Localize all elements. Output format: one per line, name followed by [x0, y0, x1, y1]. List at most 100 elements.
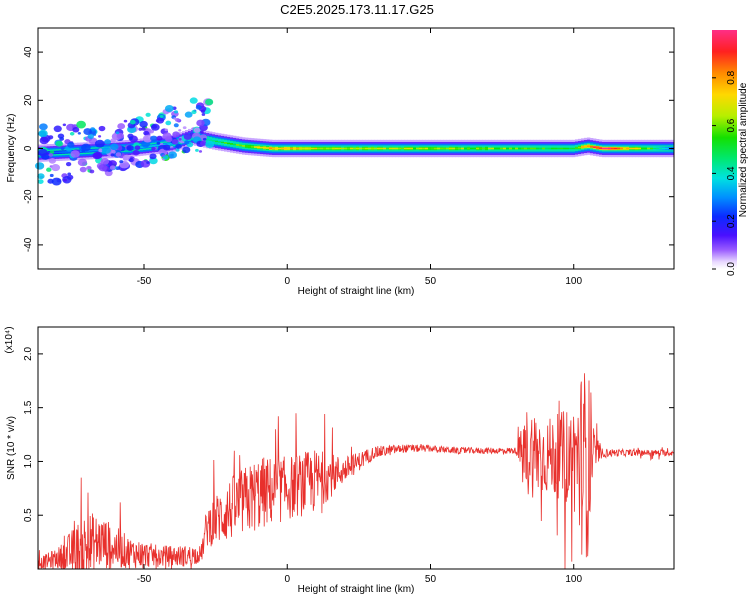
- heatmap-blob: [171, 139, 179, 145]
- heatmap-blob: [200, 140, 207, 147]
- heatmap-cell: [623, 147, 627, 150]
- heatmap-blob: [191, 110, 197, 115]
- heatmap-blob: [81, 143, 91, 152]
- heatmap-blob: [94, 139, 105, 148]
- heatmap-cell: [275, 147, 279, 150]
- heatmap-cell: [641, 147, 645, 150]
- y-tick-label: 20: [23, 94, 34, 106]
- heatmap-cell: [392, 147, 396, 150]
- heatmap-cell: [368, 147, 372, 150]
- heatmap-cell: [470, 147, 474, 150]
- heatmap-blob: [76, 120, 86, 129]
- heatmap-cell: [209, 139, 213, 142]
- heatmap-cell: [485, 147, 489, 150]
- heatmap-blob: [48, 153, 54, 157]
- heatmap-cell: [65, 151, 69, 153]
- heatmap-blob: [34, 162, 45, 170]
- heatmap-cell: [272, 147, 276, 150]
- heatmap-cell: [347, 147, 351, 150]
- snr-series-line: [37, 373, 675, 570]
- heatmap-cell: [206, 138, 210, 141]
- heatmap-cell: [326, 147, 330, 150]
- heatmap-cell: [653, 147, 657, 150]
- heatmap-cell: [149, 145, 153, 148]
- heatmap-cell: [620, 147, 624, 150]
- snr-scale-label: (x10⁴): [4, 326, 15, 353]
- heatmap-blob: [162, 144, 171, 151]
- heatmap-blob: [89, 169, 95, 174]
- heatmap-cell: [302, 147, 306, 150]
- x-tick-label: 50: [425, 574, 437, 585]
- heatmap-cell: [152, 144, 156, 147]
- snr-x-axis-label: Height of straight line (km): [298, 584, 415, 595]
- heatmap-cell: [530, 147, 534, 150]
- heatmap-cell: [242, 145, 246, 147]
- heatmap-cell: [215, 140, 219, 143]
- heatmap-cell: [239, 144, 243, 147]
- heatmap-blob: [77, 158, 88, 167]
- heatmap-cell: [389, 147, 393, 150]
- heatmap-blob: [128, 158, 134, 163]
- heatmap-cell: [371, 147, 375, 150]
- heatmap-cell: [383, 147, 387, 150]
- heatmap-cell: [386, 147, 390, 150]
- heatmap-blob: [110, 143, 119, 151]
- heatmap-cell: [572, 147, 576, 150]
- heatmap-blob: [150, 123, 160, 131]
- heatmap-blob: [199, 130, 204, 134]
- heatmap-cell: [452, 147, 456, 150]
- heatmap-blob: [156, 135, 163, 141]
- heatmap-cell: [350, 147, 354, 150]
- colorbar-gradient: [712, 30, 737, 269]
- colorbar-tick-label: 0.4: [726, 166, 737, 180]
- snr-y-axis-label: SNR (10 * v/v): [6, 416, 17, 480]
- heatmap-cell: [236, 144, 240, 146]
- heatmap-blob: [98, 125, 106, 132]
- heatmap-cell: [170, 142, 174, 145]
- heatmap-cell: [266, 147, 270, 149]
- heatmap-cell: [437, 147, 441, 150]
- heatmap-cell: [662, 147, 666, 150]
- heatmap-blob: [51, 164, 61, 172]
- heatmap-cell: [59, 151, 63, 154]
- figure-title: C2E5.2025.173.11.17.G25: [280, 2, 434, 17]
- heatmap-blob: [69, 131, 75, 136]
- heatmap-blob: [117, 123, 126, 130]
- heatmap-cell: [635, 147, 639, 150]
- heatmap-cell: [467, 147, 471, 150]
- y-tick-label: 40: [23, 46, 34, 58]
- heatmap-blob: [38, 148, 48, 157]
- heatmap-cell: [503, 147, 507, 150]
- snr-frame: [37, 326, 675, 570]
- heatmap-blob: [110, 153, 115, 157]
- heatmap-blob: [184, 111, 193, 118]
- heatmap-cell: [164, 143, 168, 146]
- heatmap-cell: [422, 147, 426, 150]
- heatmap-cell: [605, 147, 609, 150]
- heatmap-cell: [140, 146, 144, 149]
- heatmap-blob: [149, 153, 157, 160]
- heatmap-blob: [164, 105, 174, 113]
- heatmap-cell: [632, 147, 636, 150]
- heatmap-cell: [332, 147, 336, 150]
- heatmap-blob: [67, 172, 72, 176]
- x-tick-label: 50: [425, 276, 437, 287]
- heatmap-cell: [521, 147, 525, 150]
- heatmap-blob: [49, 173, 54, 178]
- heatmap-cell: [401, 147, 405, 150]
- heatmap-blob: [138, 127, 143, 131]
- heatmap-cell: [224, 142, 228, 144]
- heatmap-blob: [175, 143, 182, 149]
- heatmap-cell: [545, 147, 549, 150]
- heatmap-cell: [491, 147, 495, 150]
- heatmap-cell: [293, 147, 297, 150]
- heatmap-blob: [129, 119, 136, 125]
- heatmap-cell: [659, 147, 663, 150]
- heatmap-cell: [335, 147, 339, 150]
- x-tick-label: -50: [137, 276, 152, 287]
- heatmap-cell: [566, 147, 570, 150]
- heatmap-cell: [665, 147, 669, 150]
- heatmap-blob: [87, 166, 92, 170]
- snr-x-ticks: -50 0 50 100: [137, 327, 583, 585]
- heatmap-cell: [320, 147, 324, 150]
